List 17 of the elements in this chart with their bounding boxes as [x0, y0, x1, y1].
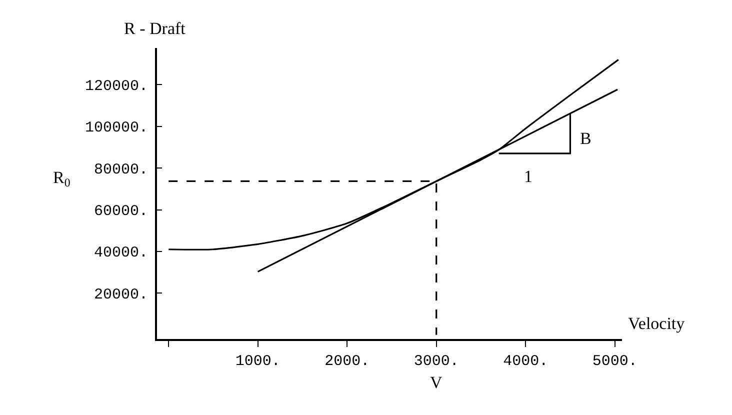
x-tick-label: 3000.	[414, 353, 459, 370]
y-tick-label: 20000.	[94, 286, 148, 304]
annotation: 1	[524, 167, 532, 186]
x-tick-label: 2000.	[324, 353, 370, 370]
x-axis-title: Velocity	[628, 314, 686, 333]
y-tick-label: 40000.	[94, 244, 148, 262]
x-tick-label: 5000.	[592, 353, 638, 370]
chart-title: R - Draft	[124, 19, 186, 38]
text: V	[430, 373, 443, 392]
x-tick-label: 4000.	[503, 353, 548, 370]
y-tick-label: 80000.	[94, 161, 148, 178]
x-tick-label: 1000.	[235, 353, 280, 370]
y-axis-title: R$_{0}$	[53, 168, 70, 190]
y-tick-label: 100000.	[84, 120, 148, 137]
annotation: B	[580, 129, 592, 148]
y-tick-label: 60000.	[94, 203, 148, 220]
y-tick-label: 120000.	[84, 78, 148, 95]
